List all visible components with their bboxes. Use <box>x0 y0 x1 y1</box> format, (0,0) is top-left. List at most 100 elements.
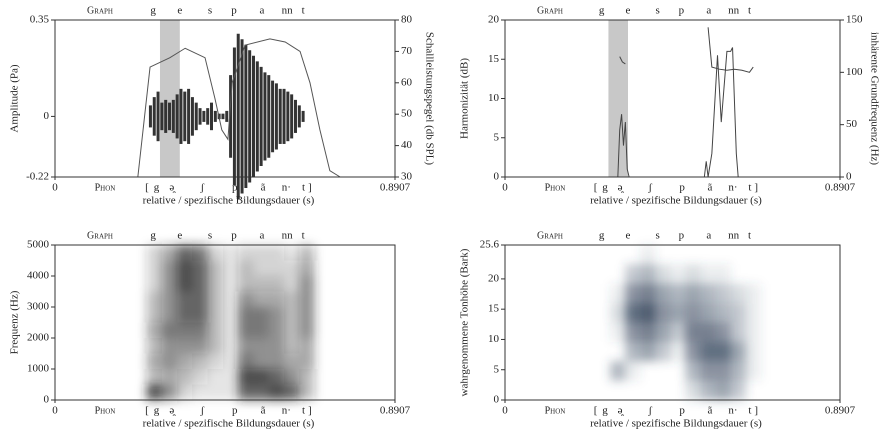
y-tick-label: 0.35 <box>30 14 50 26</box>
heat-cell <box>715 341 731 362</box>
heat-cell <box>730 380 746 400</box>
graph-segment: e <box>177 230 182 242</box>
heat-cell <box>253 384 269 400</box>
heat-cell <box>146 260 162 276</box>
phon-segment: ə̯ <box>169 405 176 417</box>
heat-cell <box>222 353 239 369</box>
y2-tick-label: 60 <box>401 76 413 88</box>
y-tick-label: 2000 <box>27 332 50 344</box>
heat-cell <box>670 245 685 264</box>
y2-tick-label: 150 <box>846 14 863 26</box>
heat-cell <box>610 322 626 342</box>
heat-cell <box>715 380 731 400</box>
phon-segment: n· <box>728 182 737 194</box>
heat-cell <box>177 369 193 385</box>
panel: 0 1000 2000 3000 4000 5000 0 0.8907 Frequenz (Hz… <box>9 230 411 430</box>
graph-segment: t <box>302 230 305 242</box>
heat-cell <box>146 322 162 338</box>
y-tick-label: 25.6 <box>480 239 500 251</box>
phon-segment: ] <box>308 405 312 417</box>
heat-cell <box>686 245 701 264</box>
heat-cell <box>655 361 670 380</box>
y-tick-label: 10 <box>488 333 500 345</box>
heat-cell <box>238 338 254 354</box>
heat-cell <box>222 245 239 261</box>
heat-cell <box>640 361 655 380</box>
heat-cell <box>610 361 626 381</box>
heat-cell <box>670 381 685 400</box>
graph-segment: e <box>626 230 631 242</box>
heat-cell <box>610 381 625 400</box>
phon-segment: ] <box>308 182 312 194</box>
heat-cell <box>299 338 315 354</box>
y-tick-label: 5 <box>494 131 500 143</box>
heat-cell <box>253 338 269 354</box>
heat-cell <box>700 264 716 284</box>
phon-segment: t <box>302 405 305 417</box>
heat-cell <box>238 307 254 323</box>
heat-cell <box>177 384 193 400</box>
heat-cell <box>222 338 239 354</box>
graph-segment: g <box>599 230 605 242</box>
heat-cell <box>655 381 670 400</box>
heat-cell <box>161 338 178 354</box>
heat-cell <box>161 276 178 292</box>
heat-cell <box>222 369 239 385</box>
heat-cell <box>177 307 193 323</box>
heat-cell <box>670 264 686 284</box>
heat-cell <box>685 361 701 381</box>
x-axis-label: relative / spezifische Bildungsdauer (s) <box>590 418 762 430</box>
heat-cell <box>268 307 285 323</box>
heat-cell <box>238 245 254 261</box>
phon-tier-label: Phon <box>545 182 566 193</box>
heat-cell <box>730 361 746 381</box>
heat-cell <box>177 245 193 261</box>
y-tick-label: 3000 <box>27 301 50 313</box>
y-axis-label: Harmonizität (dB) <box>459 58 471 139</box>
heat-cell <box>730 322 746 342</box>
phon-segment: [ <box>594 405 598 417</box>
heat-cell <box>268 322 285 338</box>
heat-cell <box>222 260 239 276</box>
phon-segment: [ <box>145 182 149 194</box>
phon-segment: ʃ <box>647 405 652 417</box>
heat-cell <box>625 341 641 362</box>
y-tick-label: 0 <box>44 110 50 122</box>
y-axis-label: Amplitude (Pa) <box>9 64 21 132</box>
heat-cell <box>610 303 626 323</box>
heat-cell <box>299 245 315 261</box>
heat-cell <box>146 353 162 369</box>
heat-cell <box>746 264 761 283</box>
y-tick-label: 0 <box>44 394 50 406</box>
heat-cell <box>161 353 178 369</box>
heat-cell <box>284 260 300 276</box>
heat-cell <box>655 245 670 264</box>
phon-segment: g <box>154 405 160 417</box>
graph-segment: t <box>302 5 305 17</box>
heat-cell <box>268 291 285 307</box>
phon-segment: ʃ <box>200 182 205 194</box>
heat-cell <box>207 338 223 354</box>
series-line <box>619 56 626 65</box>
heat-cell <box>700 380 716 400</box>
heat-cell <box>625 322 641 342</box>
phon-segment: ] <box>754 405 758 417</box>
heat-cell <box>640 264 656 284</box>
graph-segment: p <box>231 230 237 242</box>
heat-cell <box>146 338 162 354</box>
heat-cell <box>745 303 761 323</box>
heat-cell <box>730 303 746 323</box>
heat-cell <box>177 276 193 292</box>
y2-tick-label: 70 <box>401 45 413 57</box>
panel: 0 5 10 15 20 25.6 0 0.8907 wahrgenommene Tonhöhe… <box>459 230 856 430</box>
phon-segment: ã <box>708 405 713 417</box>
heat-cell <box>715 303 731 323</box>
y2-axis-label: inhärente Grundfrequenz (Hz) <box>868 32 880 165</box>
heat-cell <box>146 245 162 261</box>
heat-cell <box>715 322 731 342</box>
heatmap <box>146 245 315 400</box>
phon-segment: ] <box>754 182 758 194</box>
heat-cell <box>161 384 178 400</box>
heat-cell <box>146 307 162 323</box>
